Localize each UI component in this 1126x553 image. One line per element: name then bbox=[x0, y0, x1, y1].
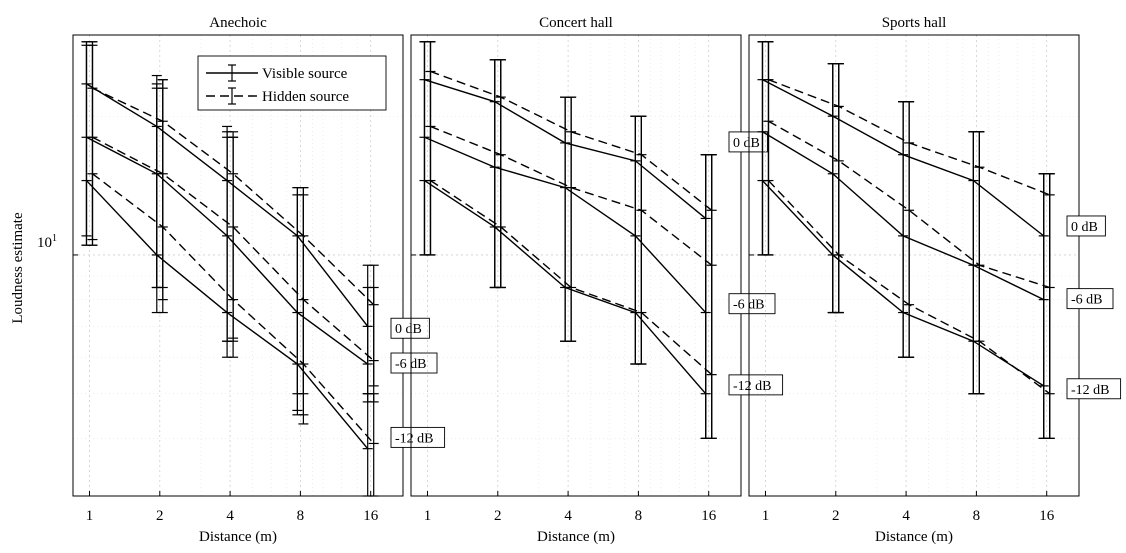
series-line bbox=[430, 125, 713, 266]
series-line bbox=[768, 120, 1050, 289]
x-tick-label: 8 bbox=[635, 508, 643, 524]
x-tick-label: 16 bbox=[1039, 508, 1055, 524]
level-label: -12 dB bbox=[728, 374, 784, 396]
x-tick-label: 4 bbox=[226, 508, 234, 524]
x-axis-label: Distance (m) bbox=[875, 529, 953, 545]
legend-entry: Visible source bbox=[206, 64, 348, 82]
series--12dB-visible bbox=[419, 41, 711, 440]
level-label-box bbox=[390, 352, 438, 374]
level-label-box bbox=[390, 426, 446, 448]
level-label-text: 0 dB bbox=[1071, 220, 1098, 235]
level-label-box bbox=[390, 317, 430, 339]
panel-2: Concert hall 1 2 4 8 16 Distance (m) 0 dB -6 dB -… bbox=[410, 15, 784, 545]
x-axis-label: Distance (m) bbox=[537, 529, 615, 545]
level-label: -6 dB bbox=[728, 293, 776, 315]
level-label-text: 0 dB bbox=[395, 322, 422, 337]
level-label: 0 dB bbox=[390, 317, 430, 339]
legend-label: Visible source bbox=[262, 66, 348, 82]
series--12dB-visible bbox=[757, 41, 1049, 440]
x-tick-label: 8 bbox=[973, 508, 981, 524]
panel-title: Concert hall bbox=[539, 15, 613, 31]
svg-text:101: 101 bbox=[37, 233, 57, 251]
level-label-box bbox=[728, 293, 776, 315]
level-label-text: -12 dB bbox=[733, 379, 772, 394]
x-axis-label: Distance (m) bbox=[199, 529, 277, 545]
panel-frame bbox=[410, 34, 742, 497]
level-label: -12 dB bbox=[390, 426, 446, 448]
level-label-box bbox=[728, 374, 784, 396]
y-axis-label: Loudness estimate bbox=[10, 212, 26, 324]
x-tick-label: 2 bbox=[494, 508, 502, 524]
series--12dB-hidden bbox=[425, 41, 717, 440]
panel-3: Sports hall 1 2 4 8 16 Distance (m) 0 dB -6 dB -1… bbox=[748, 15, 1122, 545]
legend: Visible source Hidden source bbox=[197, 55, 387, 111]
level-label-text: 0 dB bbox=[733, 136, 760, 151]
panel-frame bbox=[748, 34, 1080, 497]
level-label-box bbox=[1066, 378, 1122, 400]
level-label: -12 dB bbox=[1066, 378, 1122, 400]
level-label-box bbox=[1066, 215, 1106, 237]
series--12dB-hidden bbox=[763, 41, 1055, 440]
x-tick-label: 4 bbox=[564, 508, 572, 524]
x-tick-label: 8 bbox=[297, 508, 305, 524]
x-tick-label: 2 bbox=[156, 508, 164, 524]
x-tick-label: 4 bbox=[902, 508, 910, 524]
x-tick-label: 1 bbox=[424, 508, 432, 524]
y-tick-label: 101 bbox=[37, 233, 57, 251]
panel-title: Anechoic bbox=[209, 15, 267, 31]
level-label-text: -6 dB bbox=[1071, 293, 1103, 308]
level-label-box bbox=[728, 131, 768, 153]
series-line bbox=[92, 136, 375, 362]
x-tick-label: 1 bbox=[762, 508, 770, 524]
level-label: -6 dB bbox=[390, 352, 438, 374]
level-label: 0 dB bbox=[1066, 215, 1106, 237]
level-label-text: -12 dB bbox=[395, 431, 434, 446]
panel-title: Sports hall bbox=[882, 15, 947, 31]
level-label: -6 dB bbox=[1066, 288, 1114, 310]
x-tick-label: 16 bbox=[363, 508, 379, 524]
level-label-text: -12 dB bbox=[1071, 383, 1110, 398]
series-line bbox=[430, 179, 713, 376]
x-tick-label: 16 bbox=[701, 508, 717, 524]
x-tick-label: 1 bbox=[86, 508, 94, 524]
series--12dB-hidden bbox=[87, 41, 379, 497]
level-label-box bbox=[1066, 288, 1114, 310]
legend-label: Hidden source bbox=[262, 89, 349, 105]
level-label: 0 dB bbox=[728, 131, 768, 153]
legend-entry: Hidden source bbox=[206, 87, 349, 105]
panel-1: Anechoic 1 2 4 8 16 Distance (m) 0 dB -6 dB -12 d… bbox=[72, 15, 446, 545]
x-tick-label: 2 bbox=[832, 508, 840, 524]
series-line bbox=[430, 70, 713, 211]
panel-frame bbox=[72, 34, 404, 497]
